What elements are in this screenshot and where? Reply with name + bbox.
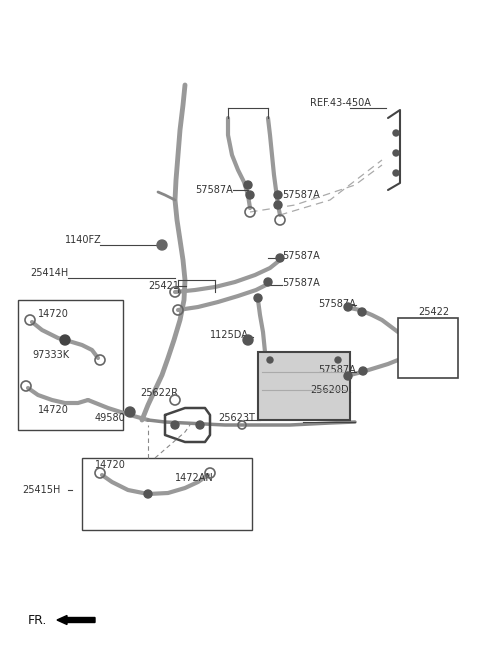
- Text: 14720: 14720: [38, 405, 69, 415]
- Text: 57587A: 57587A: [282, 278, 320, 288]
- Circle shape: [276, 254, 284, 262]
- Circle shape: [393, 130, 399, 136]
- Text: 57587A: 57587A: [318, 299, 356, 309]
- Text: 1125DA: 1125DA: [210, 330, 249, 340]
- Circle shape: [274, 191, 282, 199]
- Bar: [258, 352, 350, 420]
- Text: 14720: 14720: [38, 309, 69, 319]
- Bar: [82, 458, 252, 530]
- Text: 25415H: 25415H: [22, 485, 60, 495]
- Circle shape: [246, 191, 254, 199]
- Circle shape: [244, 181, 252, 189]
- Circle shape: [267, 357, 273, 363]
- Text: 49580: 49580: [95, 413, 126, 423]
- Text: 25421: 25421: [148, 281, 179, 291]
- Text: 1472AN: 1472AN: [175, 473, 214, 483]
- Text: 25414H: 25414H: [30, 268, 68, 278]
- Bar: [398, 318, 458, 378]
- Circle shape: [358, 308, 366, 316]
- Circle shape: [344, 372, 352, 380]
- Circle shape: [393, 150, 399, 156]
- Text: 25422: 25422: [418, 307, 449, 317]
- Text: 57587A: 57587A: [195, 185, 233, 195]
- Text: 25623T: 25623T: [218, 413, 255, 423]
- Circle shape: [144, 490, 152, 498]
- Text: 57587A: 57587A: [282, 190, 320, 200]
- Circle shape: [393, 170, 399, 176]
- Circle shape: [274, 201, 282, 209]
- Text: 25630F: 25630F: [262, 413, 299, 423]
- Circle shape: [254, 294, 262, 302]
- Text: 57587A: 57587A: [318, 365, 356, 375]
- Circle shape: [243, 335, 253, 345]
- Text: 25622R: 25622R: [140, 388, 178, 398]
- Circle shape: [157, 240, 167, 250]
- Text: 25620D: 25620D: [310, 385, 348, 395]
- Text: 97333K: 97333K: [32, 350, 69, 360]
- Circle shape: [171, 421, 179, 429]
- Text: 14720: 14720: [95, 460, 126, 470]
- Circle shape: [125, 407, 135, 417]
- Bar: [18, 300, 123, 430]
- Circle shape: [359, 367, 367, 375]
- Text: 57587A: 57587A: [282, 251, 320, 261]
- Text: FR.: FR.: [28, 613, 48, 626]
- Text: REF.43-450A: REF.43-450A: [310, 98, 371, 108]
- Circle shape: [335, 357, 341, 363]
- Circle shape: [344, 303, 352, 311]
- Circle shape: [196, 421, 204, 429]
- Circle shape: [264, 278, 272, 286]
- Circle shape: [60, 335, 70, 345]
- Text: 1140FZ: 1140FZ: [65, 235, 102, 245]
- FancyArrow shape: [57, 615, 95, 625]
